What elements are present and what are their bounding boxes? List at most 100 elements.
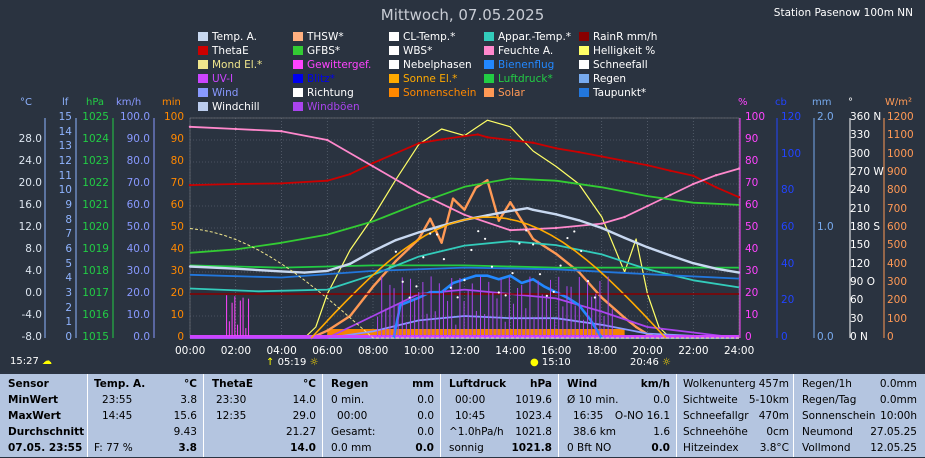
axis-unit-cb: cb — [775, 97, 787, 108]
tick-label-wm2_ticks: 800 — [887, 184, 908, 197]
tick-label-kmh_ticks: 50.0 — [126, 221, 150, 233]
tick-label-pct_ticks: 100 — [745, 111, 766, 123]
legend-label: Windchill — [212, 101, 260, 113]
temp-avg: 9.43 — [173, 426, 197, 438]
rain-r4b: 0.0 — [415, 442, 434, 454]
legend-label: Gewittergef. — [307, 59, 372, 71]
series-line-mond-el — [189, 228, 739, 339]
legend-swatch — [484, 32, 494, 41]
wind-direction-dot — [394, 250, 397, 253]
data-point-feuchte-a — [737, 167, 741, 170]
tick-label-cb_ticks: 100 — [781, 147, 802, 160]
wind-direction-dot — [490, 265, 494, 268]
legend-label: Appar.-Temp.* — [498, 31, 572, 43]
series-line-temp-a — [189, 206, 740, 274]
legend-item: Taupunkt* — [579, 87, 646, 99]
data-point-solar — [348, 314, 352, 318]
tick-label-lf_ticks: 5 — [65, 257, 72, 270]
tick-label-kmh_ticks: 90.0 — [126, 133, 150, 145]
wind-direction-dot — [483, 237, 487, 240]
sunshine-label: Sonnenschein — [802, 410, 876, 422]
legend-swatch — [389, 46, 399, 55]
rain-unit: mm — [412, 378, 434, 390]
tick-label-wm2_ticks: 600 — [887, 221, 908, 233]
newmoon-value: 27.05.25 — [870, 426, 917, 438]
tick-label-kmh_ticks: 20.0 — [126, 287, 150, 299]
pressure-weather: sonnig — [449, 442, 484, 454]
data-point-solar — [428, 217, 432, 221]
legend-label: Wind — [212, 87, 239, 99]
tick-label-temp: 24.0 — [18, 155, 42, 167]
data-point-temp-a — [577, 219, 581, 222]
tick-label-temp: 4.0 — [25, 265, 42, 277]
tick-label-temp: 0.0 — [25, 287, 42, 299]
tick-label-lf_ticks: 13 — [58, 140, 72, 153]
wind-direction-dot — [429, 232, 432, 235]
data-point-temp-a — [280, 270, 283, 273]
rain-day-value: 0.0mm — [879, 394, 917, 406]
tick-label-min_ticks: 90 — [170, 133, 184, 145]
fullmoon-value: 12.05.25 — [870, 442, 917, 454]
thetae-avg: 21.27 — [285, 426, 316, 438]
rain-title: Regen — [331, 378, 369, 390]
legend-label: UV-I — [212, 73, 234, 85]
tick-label-temp: 16.0 — [18, 199, 42, 211]
data-point-thetae — [463, 134, 466, 138]
legend-label: Nebelphasen — [403, 59, 472, 71]
legend-item: Wind — [198, 87, 238, 99]
temp-title: Temp. A. — [94, 378, 146, 390]
wind-direction-dot — [552, 290, 555, 293]
legend-swatch — [389, 32, 399, 41]
data-point-thetae — [440, 138, 443, 141]
data-point-thetae — [280, 182, 283, 185]
legend-item: Richtung — [293, 87, 354, 99]
legend-label: Blitz* — [307, 73, 335, 85]
data-point-solar — [394, 259, 398, 263]
tick-label-lf_ticks: 7 — [65, 228, 72, 241]
data-point-solar — [634, 325, 638, 329]
pressure-avg: 1021.8 — [515, 426, 552, 438]
wind-direction-dot — [580, 249, 583, 253]
data-point-temp-a — [371, 249, 375, 253]
data-point-temp-a — [646, 246, 649, 249]
tick-label-temp: 8.0 — [25, 243, 42, 255]
wind-unit: km/h — [640, 378, 670, 390]
legend-label: Bienenflug — [498, 59, 555, 71]
thetae-min: 14.0 — [292, 394, 316, 406]
tick-label-mm_ticks: 1.0 — [817, 221, 834, 233]
tick-label-min_ticks: 80 — [170, 155, 184, 167]
pressure-title: Luftdruck — [449, 378, 507, 390]
tick-label-hpa_ticks: 1016 — [82, 309, 109, 321]
tick-label-temp: -8.0 — [21, 331, 43, 343]
tick-label-wm2_ticks: 1100 — [887, 129, 914, 142]
temp-unit: °C — [184, 378, 197, 390]
data-point-thetae — [394, 152, 398, 155]
legend-label: WBS* — [403, 45, 433, 57]
axis-unit-wm2: W/m² — [885, 97, 913, 108]
tick-label-kmh_ticks: 60.0 — [126, 199, 150, 211]
tick-label-deg_ticks: 90 O — [850, 276, 875, 288]
rain-r1b: 0.0 — [417, 394, 434, 406]
tick-label-deg_ticks: 300 — [850, 147, 871, 160]
cloud-label: Wolkenunterg — [683, 378, 756, 390]
tick-label-lf_ticks: 6 — [65, 243, 72, 255]
tick-label-pct_ticks: 10 — [745, 309, 759, 321]
legend-swatch — [198, 46, 208, 55]
rain-r2a: 00:00 — [337, 410, 368, 422]
wind-direction-dot — [456, 296, 459, 299]
tick-label-min_ticks: 70 — [170, 177, 184, 189]
data-point-solar — [509, 201, 512, 204]
legend-item: GFBS* — [293, 45, 340, 57]
tick-label-deg_ticks: 60 — [850, 294, 864, 307]
fullmoon-label: Vollmond — [802, 442, 851, 454]
tick-label-pct_ticks: 80 — [745, 155, 759, 167]
rain-r4a: 0.0 mm — [331, 442, 372, 454]
legend-label: Luftdruck* — [498, 73, 553, 85]
rain-r2b: 0.0 — [417, 410, 434, 422]
wind-r1a: Ø 10 min. — [567, 394, 619, 406]
legend-label: Taupunkt* — [593, 87, 647, 99]
tick-label-deg_ticks: 120 — [850, 257, 871, 270]
tick-label-temp: 12.0 — [18, 221, 42, 233]
data-point-feuchte-a — [692, 182, 695, 186]
legend-item: Regen — [579, 73, 626, 85]
